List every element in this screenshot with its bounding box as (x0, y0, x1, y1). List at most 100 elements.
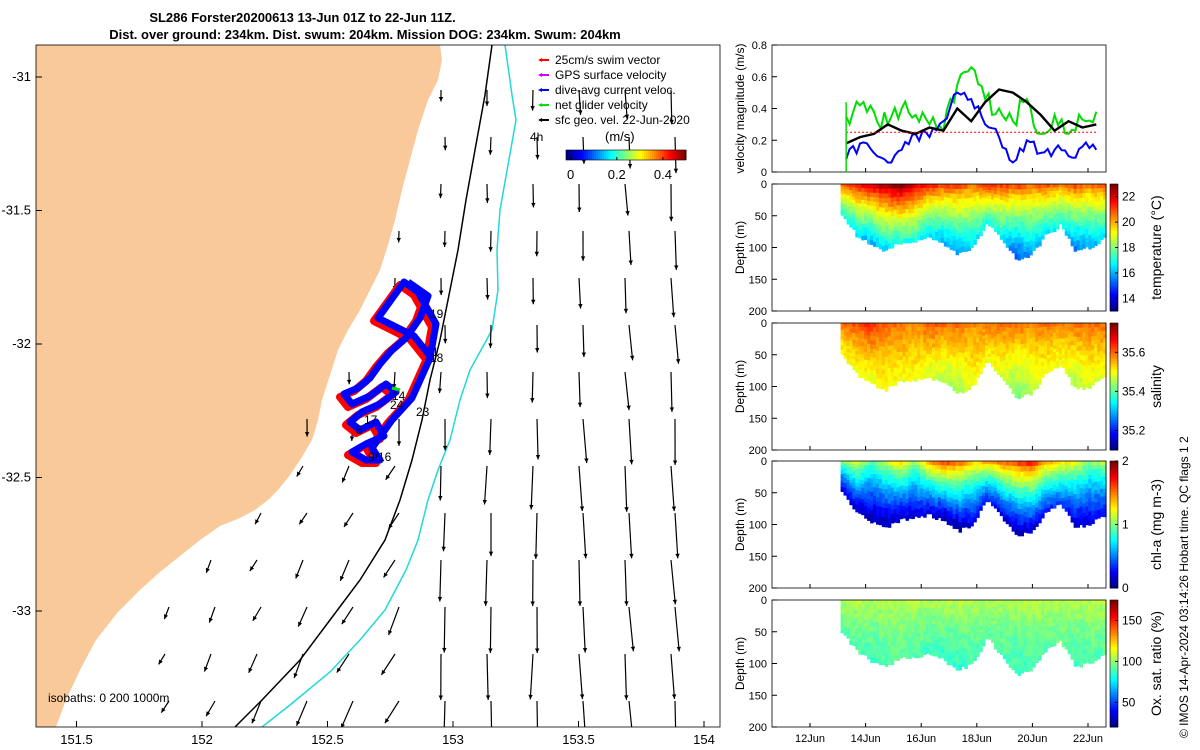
section-cell (967, 370, 971, 376)
section-cell (967, 222, 971, 228)
section-cell (946, 501, 951, 507)
coastline-land (36, 45, 442, 727)
section-cell (1035, 383, 1039, 390)
section-cell (858, 498, 862, 503)
section-cell (1041, 323, 1045, 328)
section-cell (1038, 232, 1042, 238)
section-cell (961, 237, 965, 243)
section-cell (993, 184, 998, 188)
section-cell (943, 647, 948, 653)
section-cell (914, 616, 918, 622)
section-cell (943, 604, 948, 610)
section-cell (1026, 491, 1030, 498)
section-cell (911, 465, 915, 470)
section-cell (917, 358, 921, 364)
section-cell (991, 326, 995, 330)
section-cell (1041, 369, 1045, 374)
section-cell (937, 327, 942, 332)
section-cell (970, 380, 974, 386)
section-cell (878, 465, 883, 471)
section-cell (929, 494, 933, 500)
section-cell (861, 603, 865, 609)
section-colorbar-cell (1110, 422, 1118, 426)
section-cell (893, 327, 898, 333)
section-cell (1076, 508, 1080, 514)
section-cell (914, 225, 918, 231)
section-cell (1085, 197, 1089, 203)
section-cell (932, 473, 936, 478)
section-cell (902, 360, 906, 366)
section-cell (937, 360, 942, 365)
section-cell (967, 356, 971, 362)
section-cell (1091, 202, 1095, 208)
section-cell (867, 604, 871, 609)
section-cell (943, 461, 948, 466)
section-cell (864, 485, 868, 491)
section-cell (1085, 483, 1089, 489)
section-cell (1073, 327, 1078, 333)
section-cell (893, 504, 898, 510)
section-cell (858, 619, 862, 624)
section-cell (852, 193, 856, 198)
section-cell (1070, 504, 1075, 510)
section-cell (1017, 371, 1021, 378)
section-cell (896, 496, 901, 502)
section-cell (1038, 509, 1042, 515)
section-cell (970, 229, 974, 235)
geo-vector-head (535, 154, 540, 160)
section-cell (958, 649, 962, 656)
section-cell (923, 366, 927, 371)
section-cell (908, 339, 912, 345)
section-cell (1044, 366, 1048, 371)
section-cell (1094, 348, 1098, 353)
section-cell (917, 485, 921, 490)
day-label: 1 (432, 345, 439, 359)
section-cell (991, 208, 995, 213)
section-cell (967, 375, 971, 381)
section-cell (1005, 233, 1010, 239)
section-cell (1073, 188, 1078, 195)
section-cell (932, 235, 936, 241)
section-cell (1026, 512, 1030, 518)
section-cell (920, 219, 924, 225)
section-cell (852, 184, 856, 188)
section-cell (940, 490, 945, 496)
section-cell (1067, 353, 1072, 358)
section-cell (864, 497, 868, 503)
geo-vector-head (577, 207, 582, 213)
section-cell (905, 217, 909, 223)
section-cell (864, 600, 868, 605)
section-cell (949, 493, 954, 499)
section-colorbar-cell (1110, 560, 1118, 564)
section-cell (1002, 351, 1007, 357)
section-cell (982, 486, 986, 490)
section-cell (864, 461, 868, 466)
section-cell (1014, 392, 1019, 398)
section-cell (1058, 335, 1063, 339)
section-cell (1079, 332, 1083, 338)
section-cell (899, 364, 904, 369)
section-cell (914, 196, 918, 202)
section-cell (893, 630, 898, 635)
section-cell (979, 503, 983, 508)
section-colorbar-cell (1110, 577, 1118, 581)
section-cell (926, 630, 930, 635)
section-cell (852, 219, 856, 224)
section-cell (926, 603, 930, 609)
section-cell (896, 625, 901, 631)
section-cell (929, 199, 933, 204)
section-cell (1073, 461, 1078, 467)
section-cell (946, 345, 951, 351)
section-cell (1029, 184, 1033, 190)
section-cell (858, 199, 862, 204)
section-cell (946, 202, 951, 208)
section-cell (935, 358, 939, 364)
section-cell (881, 655, 886, 661)
section-cell (908, 230, 912, 235)
section-colorbar-cell (1110, 461, 1118, 465)
section-cell (855, 361, 859, 366)
section-colorbar-cell (1110, 501, 1118, 505)
section-cell (955, 229, 960, 235)
section-cell (884, 628, 889, 634)
section-cell (943, 348, 948, 354)
